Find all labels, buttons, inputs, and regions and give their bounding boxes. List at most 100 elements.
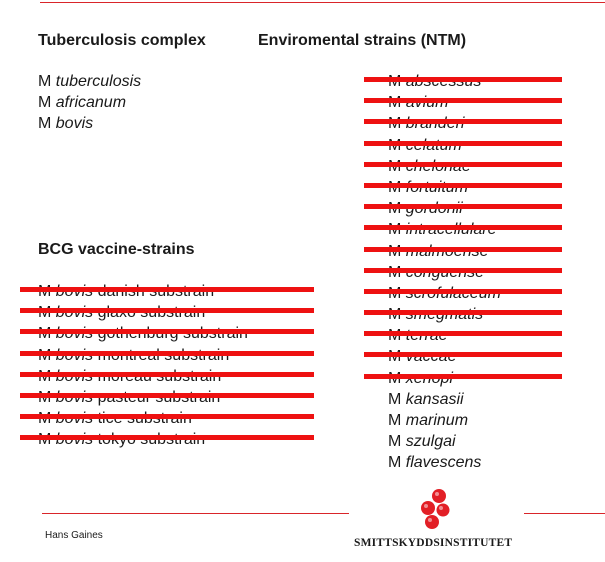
genus-abbrev: M: [38, 346, 52, 364]
ntm-strain-item: M vaccae: [364, 346, 562, 367]
species-name: chelonae: [405, 157, 471, 175]
substrain-name: montreal substrain: [97, 346, 230, 364]
ntm-strain-item: M scrofulaceum: [364, 283, 562, 304]
species-name: fortuitum: [405, 178, 469, 196]
institute-logo-text: SMITTSKYDDSINSTITUTET: [354, 537, 513, 549]
genus-abbrev: M: [388, 221, 402, 239]
species-name: scrofulaceum: [405, 284, 501, 302]
genus-abbrev: M: [38, 431, 52, 449]
genus-abbrev: M: [38, 73, 52, 90]
substrain-name: pasteur substrain: [97, 388, 221, 406]
genus-abbrev: M: [388, 178, 402, 196]
bcg-strain-list: M bovis danish substrain M bovis glaxo su…: [20, 281, 314, 451]
genus-abbrev: M: [388, 157, 402, 175]
species-name: bovis: [55, 346, 94, 364]
bcg-strain-item: M bovis moreau substrain: [20, 366, 314, 387]
substrain-name: tokyo substrain: [97, 431, 206, 449]
genus-abbrev: M: [388, 94, 402, 112]
genus-abbrev: M: [38, 388, 52, 406]
species-name: gordonii: [405, 200, 463, 218]
species-name: abscessus: [405, 73, 482, 90]
substrain-name: moreau substrain: [97, 367, 222, 385]
environmental-strains-heading: Enviromental strains (NTM): [258, 32, 467, 49]
genus-abbrev: M: [388, 433, 402, 451]
ntm-strain-item: M abscessus: [364, 71, 562, 92]
genus-abbrev: M: [388, 306, 402, 324]
genus-abbrev: M: [388, 454, 402, 472]
ntm-strain-item: M terrae: [364, 325, 562, 346]
species-name: flavescens: [405, 454, 482, 472]
species-name: avium: [405, 94, 449, 112]
bcg-strain-item: M bovis pasteur substrain: [20, 387, 314, 408]
genus-abbrev: M: [38, 115, 52, 133]
genus-abbrev: M: [388, 390, 402, 408]
species-name: bovis: [55, 431, 94, 449]
ntm-strain-item: M xenopi: [364, 368, 562, 389]
bcg-strain-item: M bovis gothenburg substrain: [20, 323, 314, 344]
ntm-strain-item: M kansasii: [388, 389, 501, 410]
genus-abbrev: M: [388, 263, 402, 281]
species-name: bovis: [55, 283, 94, 300]
bcg-strain-item: M bovis tice substrain: [20, 408, 314, 429]
genus-abbrev: M: [38, 325, 52, 343]
species-name: celatum: [405, 136, 462, 154]
tb-complex-item: M tuberculosis: [38, 71, 141, 92]
ntm-strain-item: M conguense: [364, 262, 562, 283]
genus-abbrev: M: [388, 327, 402, 345]
species-name: bovis: [55, 388, 94, 406]
tb-complex-item: M africanum: [38, 92, 141, 113]
tuberculosis-complex-list: M tuberculosis M africanum M bovis: [38, 71, 141, 135]
species-name: kansasii: [405, 390, 464, 408]
ntm-strain-item: M szulgai: [388, 431, 501, 452]
species-name: bovis: [55, 367, 94, 385]
genus-abbrev: M: [388, 115, 402, 133]
species-name: bovis: [55, 115, 94, 133]
ntm-strain-item: M marinum: [388, 410, 501, 431]
top-rule: [40, 2, 605, 3]
genus-abbrev: M: [38, 410, 52, 428]
ntm-strain-item: M fortuitum: [364, 177, 562, 198]
substrain-name: danish substrain: [97, 283, 215, 300]
ntm-strain-item: M chelonae: [364, 156, 562, 177]
species-name: branderi: [405, 115, 465, 133]
institute-logo-icon: [421, 489, 450, 529]
ntm-strain-item: M branderi: [364, 113, 562, 134]
species-name: bovis: [55, 325, 94, 343]
genus-abbrev: M: [388, 348, 402, 366]
genus-abbrev: M: [38, 367, 52, 385]
footer-rule-left: [42, 513, 349, 514]
species-name: terrae: [405, 327, 448, 345]
genus-abbrev: M: [38, 94, 52, 112]
genus-abbrev: M: [38, 304, 52, 322]
bcg-strain-item: M bovis montreal substrain: [20, 345, 314, 366]
substrain-name: gothenburg substrain: [97, 325, 248, 343]
genus-abbrev: M: [388, 136, 402, 154]
genus-abbrev: M: [388, 200, 402, 218]
genus-abbrev: M: [38, 283, 52, 300]
substrain-name: glaxo substrain: [97, 304, 206, 322]
species-name: szulgai: [405, 433, 456, 451]
species-name: malmoense: [405, 242, 489, 260]
bcg-strain-item: M bovis tokyo substrain: [20, 429, 314, 450]
genus-abbrev: M: [388, 284, 402, 302]
author-name: Hans Gaines: [45, 530, 103, 541]
ntm-strain-item: M smegmatis: [364, 304, 562, 325]
bcg-heading: BCG vaccine-strains: [38, 241, 195, 258]
bcg-strain-item: M bovis danish substrain: [20, 281, 314, 302]
tb-complex-item: M bovis: [38, 113, 141, 134]
species-name: bovis: [55, 410, 94, 428]
bcg-strain-item: M bovis glaxo substrain: [20, 302, 314, 323]
species-name: intracellulare: [405, 221, 497, 239]
ntm-strain-item: M celatum: [364, 135, 562, 156]
species-name: conguense: [405, 263, 485, 281]
tuberculosis-complex-heading: Tuberculosis complex: [38, 32, 206, 49]
species-name: marinum: [405, 412, 469, 429]
ntm-strain-list: M abscessus M avium M branderi M celatum M c…: [364, 71, 562, 474]
species-name: xenopi: [405, 369, 453, 387]
ntm-strain-item: M malmoense: [364, 241, 562, 262]
genus-abbrev: M: [388, 369, 402, 387]
genus-abbrev: M: [388, 412, 402, 429]
ntm-strain-item: M intracellulare: [364, 219, 562, 240]
ntm-strain-item: M flavescens: [388, 452, 501, 473]
genus-abbrev: M: [388, 242, 402, 260]
